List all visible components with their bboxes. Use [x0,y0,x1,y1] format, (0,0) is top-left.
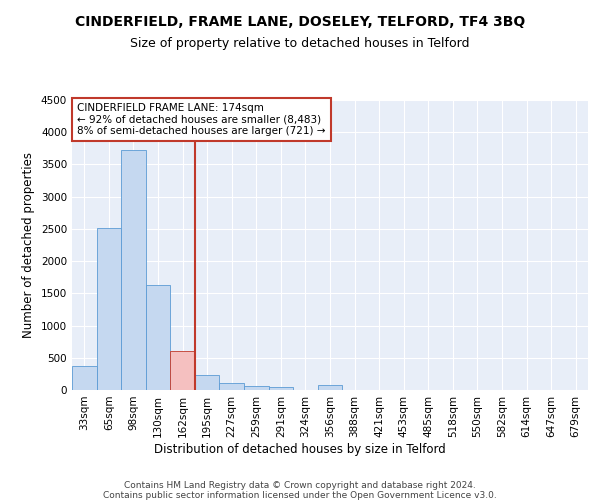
Bar [170,352,195,390]
Bar [269,387,293,390]
Bar [220,383,244,390]
Bar [195,375,220,390]
Text: CINDERFIELD FRAME LANE: 174sqm
← 92% of detached houses are smaller (8,483)
8% o: CINDERFIELD FRAME LANE: 174sqm ← 92% of … [77,103,326,136]
Bar [121,150,146,390]
Bar [318,386,342,390]
Text: Size of property relative to detached houses in Telford: Size of property relative to detached ho… [130,38,470,51]
Bar [97,228,121,390]
Text: Distribution of detached houses by size in Telford: Distribution of detached houses by size … [154,442,446,456]
Text: Contains HM Land Registry data © Crown copyright and database right 2024.
Contai: Contains HM Land Registry data © Crown c… [103,480,497,500]
Bar [146,285,170,390]
Bar [72,366,97,390]
Bar [244,386,269,390]
Y-axis label: Number of detached properties: Number of detached properties [22,152,35,338]
Text: CINDERFIELD, FRAME LANE, DOSELEY, TELFORD, TF4 3BQ: CINDERFIELD, FRAME LANE, DOSELEY, TELFOR… [75,15,525,29]
